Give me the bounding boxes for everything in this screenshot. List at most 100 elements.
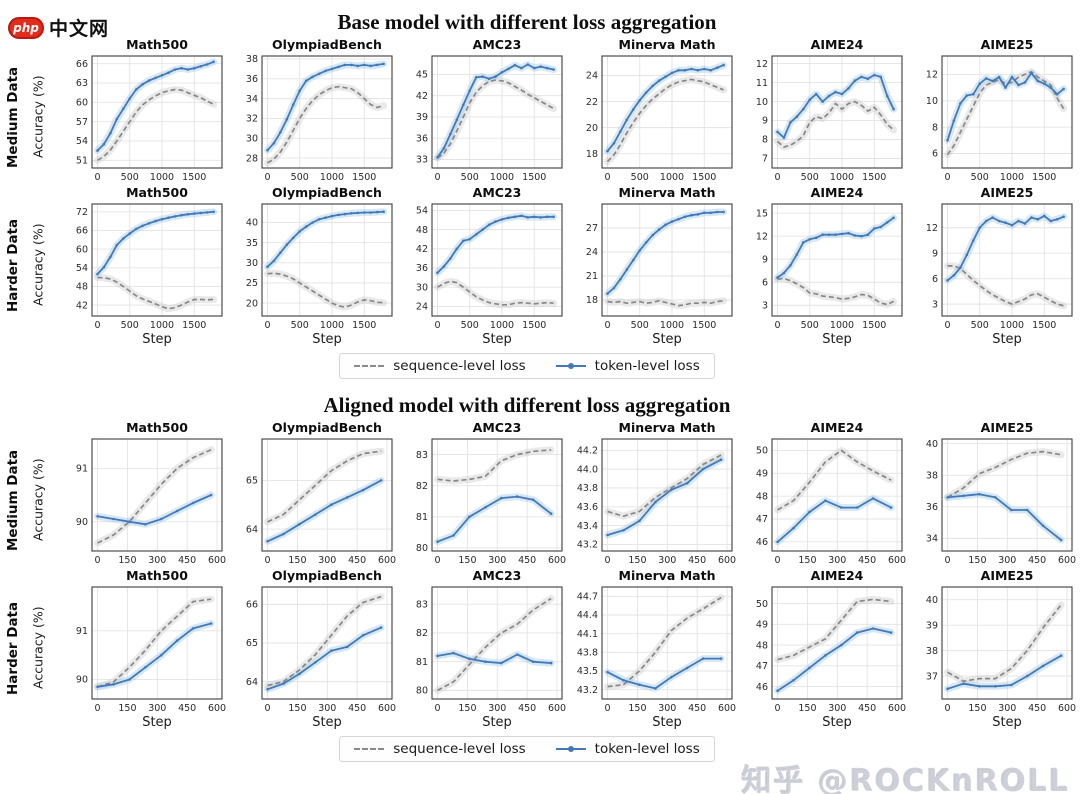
svg-text:0: 0 [264,320,270,331]
svg-text:6: 6 [762,277,768,288]
legend-box: sequence-level loss token-level loss [339,353,715,379]
svg-text:46: 46 [756,682,768,693]
svg-text:64: 64 [246,677,258,688]
figure-aligned-model: Aligned model with different loss aggreg… [0,391,1080,762]
svg-text:0: 0 [264,172,270,183]
chart-canvas-math500: 90 91 0 150 300 450 600 [76,438,226,566]
plot-title-minerva-math: Minerva Math [618,37,716,52]
svg-text:150: 150 [458,703,476,714]
svg-text:150: 150 [288,703,306,714]
chart-canvas-math500: 51 54 57 60 63 66 0 500 1000 1500 [76,55,223,183]
svg-text:44.2: 44.2 [577,445,598,456]
svg-text:0: 0 [435,555,441,566]
plot-title-math500: Math500 [126,185,188,200]
plot-harder-data-amc23: AMC23 24 30 36 42 48 54 0 500 1000 1500 Step [396,184,566,349]
svg-text:0: 0 [775,555,781,566]
legend-item-token: token-level loss [555,358,700,374]
x-axis-label: Step [822,332,852,347]
svg-text:12: 12 [926,223,938,234]
svg-text:65: 65 [246,476,258,487]
svg-text:600: 600 [888,703,906,714]
legend-token-label: token-level loss [594,741,700,757]
plot-title-math500: Math500 [126,37,188,52]
svg-text:0: 0 [95,703,101,714]
plot-medium-data-olympiadbench: OlympiadBench 28 30 32 34 36 38 0 500 1000 1500 [226,36,396,184]
svg-text:0: 0 [434,320,440,331]
legend-item-token: token-level loss [555,741,700,757]
svg-text:300: 300 [658,555,676,566]
svg-text:3: 3 [762,300,768,311]
x-axis-label: Step [142,332,172,347]
svg-text:600: 600 [548,703,566,714]
plot-medium-data-aime24: AIME24 7 8 9 10 11 12 0 500 1000 1500 [736,36,906,184]
svg-text:43.8: 43.8 [577,648,598,659]
svg-text:600: 600 [718,703,736,714]
svg-text:40: 40 [246,218,258,229]
svg-text:8: 8 [932,122,938,133]
plot-title-amc23: AMC23 [472,420,522,435]
svg-text:500: 500 [121,172,139,183]
svg-text:90: 90 [76,517,88,528]
legend-sequence-label: sequence-level loss [393,358,526,374]
plot-title-aime25: AIME25 [980,185,1034,200]
plot-medium-data-minerva-math: Minerva Math 18 20 22 24 0 500 1000 1500 [566,36,736,184]
svg-text:44.4: 44.4 [577,610,598,621]
svg-text:1000: 1000 [830,172,854,183]
php-logo-icon: php [8,16,44,39]
plot-title-minerva-math: Minerva Math [618,420,716,435]
svg-text:500: 500 [291,172,309,183]
svg-text:450: 450 [1028,703,1046,714]
plot-title-minerva-math: Minerva Math [618,185,716,200]
svg-text:150: 150 [798,703,816,714]
svg-text:0: 0 [434,172,440,183]
chart-canvas-math500: 90 91 0 150 300 450 600 [76,586,226,714]
figure-title-aligned: Aligned model with different loss aggreg… [323,393,731,417]
svg-text:82: 82 [416,481,428,492]
legend-token-label: token-level loss [594,358,700,374]
svg-text:48: 48 [756,640,768,651]
svg-text:36: 36 [416,263,428,274]
sequence-dash-icon [354,365,385,367]
svg-text:42: 42 [416,91,428,102]
svg-text:36: 36 [246,74,258,85]
svg-text:150: 150 [628,703,646,714]
svg-text:54: 54 [76,263,88,274]
x-axis-label: Step [652,715,682,730]
svg-text:450: 450 [178,555,196,566]
svg-text:150: 150 [118,703,136,714]
chart-canvas-aime24: 46 47 48 49 50 0 150 300 450 600 [756,586,906,714]
svg-text:1000: 1000 [150,320,174,331]
chart-canvas-minerva-math: 18 20 22 24 0 500 1000 1500 [586,55,733,183]
svg-text:20: 20 [246,298,258,309]
plot-title-aime25: AIME25 [980,568,1034,583]
svg-text:8: 8 [762,135,768,146]
svg-text:42: 42 [416,244,428,255]
row-label-harder-data: Harder Data [5,218,21,312]
svg-text:500: 500 [631,172,649,183]
svg-text:80: 80 [416,686,428,697]
chart-canvas-aime24: 46 47 48 49 50 0 150 300 450 600 [756,438,906,566]
x-axis-label: Step [142,715,172,730]
svg-text:0: 0 [944,172,950,183]
svg-text:0: 0 [774,320,780,331]
svg-text:33: 33 [416,155,428,166]
svg-text:54: 54 [76,136,88,147]
svg-text:91: 91 [76,464,88,475]
plot-title-olympiadbench: OlympiadBench [272,37,382,52]
svg-text:500: 500 [801,320,819,331]
x-axis-label: Step [992,332,1022,347]
x-axis-label: Step [312,715,342,730]
svg-text:30: 30 [246,133,258,144]
chart-canvas-olympiadbench: 64 65 0 150 300 450 600 [246,438,396,566]
chart-canvas-amc23: 80 81 82 83 0 150 300 450 600 [416,438,566,566]
plot-title-math500: Math500 [126,568,188,583]
y-axis-label: Accuracy (%) [30,75,46,159]
svg-text:38: 38 [926,470,938,481]
svg-text:150: 150 [288,555,306,566]
svg-text:39: 39 [416,112,428,123]
svg-text:43.4: 43.4 [577,521,598,532]
svg-text:3: 3 [932,299,938,310]
y-axis-label: Accuracy (%) [30,223,46,307]
plot-medium-data-aime25: AIME25 6 8 10 12 0 500 1000 1500 [906,36,1076,184]
svg-text:43.2: 43.2 [577,540,598,551]
